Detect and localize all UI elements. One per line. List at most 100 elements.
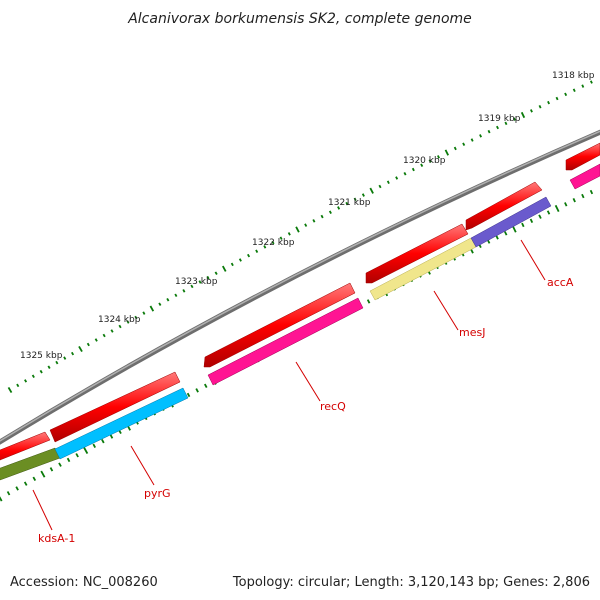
- scale-tick-inner: [546, 210, 551, 215]
- scale-tick-inner: [92, 443, 96, 449]
- scale-tick-inner: [109, 434, 114, 439]
- scale-tick-outer: [16, 383, 20, 388]
- scale-tick-inner: [58, 462, 62, 467]
- scale-tick-outer: [222, 265, 227, 272]
- scale-tick-outer: [149, 305, 155, 312]
- scale-tick-outer: [337, 206, 341, 210]
- scale-tick-outer: [71, 351, 75, 356]
- scale-tick-outer: [504, 121, 508, 126]
- scale-tick-outer: [589, 80, 593, 84]
- leader-recQ: [295, 361, 321, 402]
- scale-tick-inner: [49, 467, 54, 472]
- scale-tick-outer: [134, 315, 138, 320]
- scale-tick-inner: [66, 457, 71, 463]
- scale-tick-outer: [86, 342, 90, 347]
- gene-accA: [470, 196, 552, 248]
- scale-tick-outer: [295, 226, 300, 233]
- leader-accA: [520, 239, 546, 281]
- cds-arrow: [465, 181, 543, 231]
- scale-tick-outer: [555, 96, 559, 101]
- scale-tick-outer: [420, 163, 424, 168]
- gene-track: [0, 163, 600, 481]
- scale-tick-outer: [182, 289, 186, 293]
- scale-tick-outer: [63, 356, 67, 360]
- scale-tick-outer: [453, 146, 457, 151]
- scale-tick-outer: [529, 109, 533, 113]
- scale-tick-outer: [94, 338, 98, 342]
- scale-tick-outer: [496, 125, 499, 130]
- cds-arrow: [49, 371, 181, 443]
- scale-tick-inner: [23, 481, 28, 486]
- scale-label-1322: 1322 kbp: [252, 238, 295, 248]
- scale-tick-inner: [503, 231, 508, 236]
- scale-label-1325: 1325 kbp: [20, 351, 63, 361]
- scale-tick-inner: [195, 388, 199, 393]
- map-title: Alcanivorax borkumensis SK2, complete ge…: [127, 11, 472, 27]
- scale-tick-outer: [386, 180, 390, 184]
- scale-tick-outer: [395, 176, 399, 180]
- gene-label-pyrG: pyrG: [144, 487, 171, 500]
- scale-tick-inner: [495, 235, 499, 240]
- scale-tick-outer: [512, 117, 516, 121]
- scale-tick-outer: [166, 297, 170, 302]
- scale-tick-outer: [444, 149, 450, 156]
- scale-tick-outer: [279, 236, 283, 240]
- scale-tick-outer: [479, 134, 483, 138]
- scale-tick-outer: [304, 223, 308, 227]
- gene-pyrG: [54, 387, 189, 460]
- scale-tick-inner: [75, 453, 79, 458]
- scale-tick-outer: [247, 253, 251, 258]
- gene-label-kdsA-1: kdsA-1: [38, 532, 75, 545]
- scale-tick-outer: [312, 219, 316, 223]
- scale-tick-outer: [142, 311, 146, 315]
- scale-tick-outer: [547, 100, 551, 105]
- scale-tick-inner: [564, 202, 568, 207]
- scale-tick-outer: [55, 360, 59, 365]
- scale-tick-inner: [529, 218, 534, 223]
- scale-tick-inner: [589, 189, 594, 195]
- scale-tick-outer: [462, 142, 466, 147]
- scale-tick-inner: [6, 491, 11, 496]
- scale-tick-outer: [255, 249, 259, 254]
- scale-tick-inner: [32, 476, 37, 482]
- scale-tick-outer: [287, 232, 291, 236]
- scale-tick-outer: [411, 167, 415, 172]
- scale-tick-inner: [204, 383, 208, 389]
- scale-tick-outer: [7, 386, 13, 394]
- scale-tick-inner: [40, 470, 46, 478]
- scale-tick-outer: [238, 258, 242, 262]
- scale-tick-outer: [198, 280, 202, 284]
- scale-tick-inner: [0, 496, 3, 502]
- scale-tick-inner: [572, 198, 576, 203]
- scale-tick-outer: [361, 193, 365, 197]
- scale-label-1324: 1324 kbp: [98, 315, 141, 325]
- scale-tick-outer: [214, 271, 218, 275]
- scale-tick-outer: [353, 197, 357, 202]
- scale-tick-inner: [581, 193, 585, 199]
- scale-tick-outer: [320, 214, 324, 219]
- scale-tick-outer: [403, 171, 407, 176]
- leader-mesJ: [433, 290, 459, 331]
- scale-tick-inner: [366, 299, 371, 304]
- scale-label-1320: 1320 kbp: [403, 156, 446, 166]
- scale-tick-outer: [206, 275, 210, 280]
- scale-tick-inner: [186, 392, 191, 398]
- cds-track: [0, 142, 600, 461]
- scale-label-1318: 1318 kbp: [552, 71, 595, 81]
- gene-labels: accA mesJ recQ pyrG kdsA-1: [38, 276, 574, 545]
- scale-tick-outer: [102, 333, 106, 338]
- scale-tick-outer: [345, 201, 349, 206]
- genome-backbone: [0, 129, 600, 445]
- leader-pyrG: [130, 445, 155, 486]
- leader-kdsA-1: [32, 489, 53, 531]
- scale-tick-outer: [24, 379, 28, 383]
- scale-tick-inner: [83, 447, 89, 455]
- scale-label-1323: 1323 kbp: [175, 277, 218, 287]
- gene-label-accA: accA: [547, 276, 574, 289]
- scale-tick-outer: [78, 345, 83, 353]
- scale-tick-outer: [230, 262, 234, 267]
- scale-tick-outer: [520, 111, 526, 119]
- cds-arrow: [365, 223, 469, 284]
- scale-tick-outer: [428, 159, 432, 163]
